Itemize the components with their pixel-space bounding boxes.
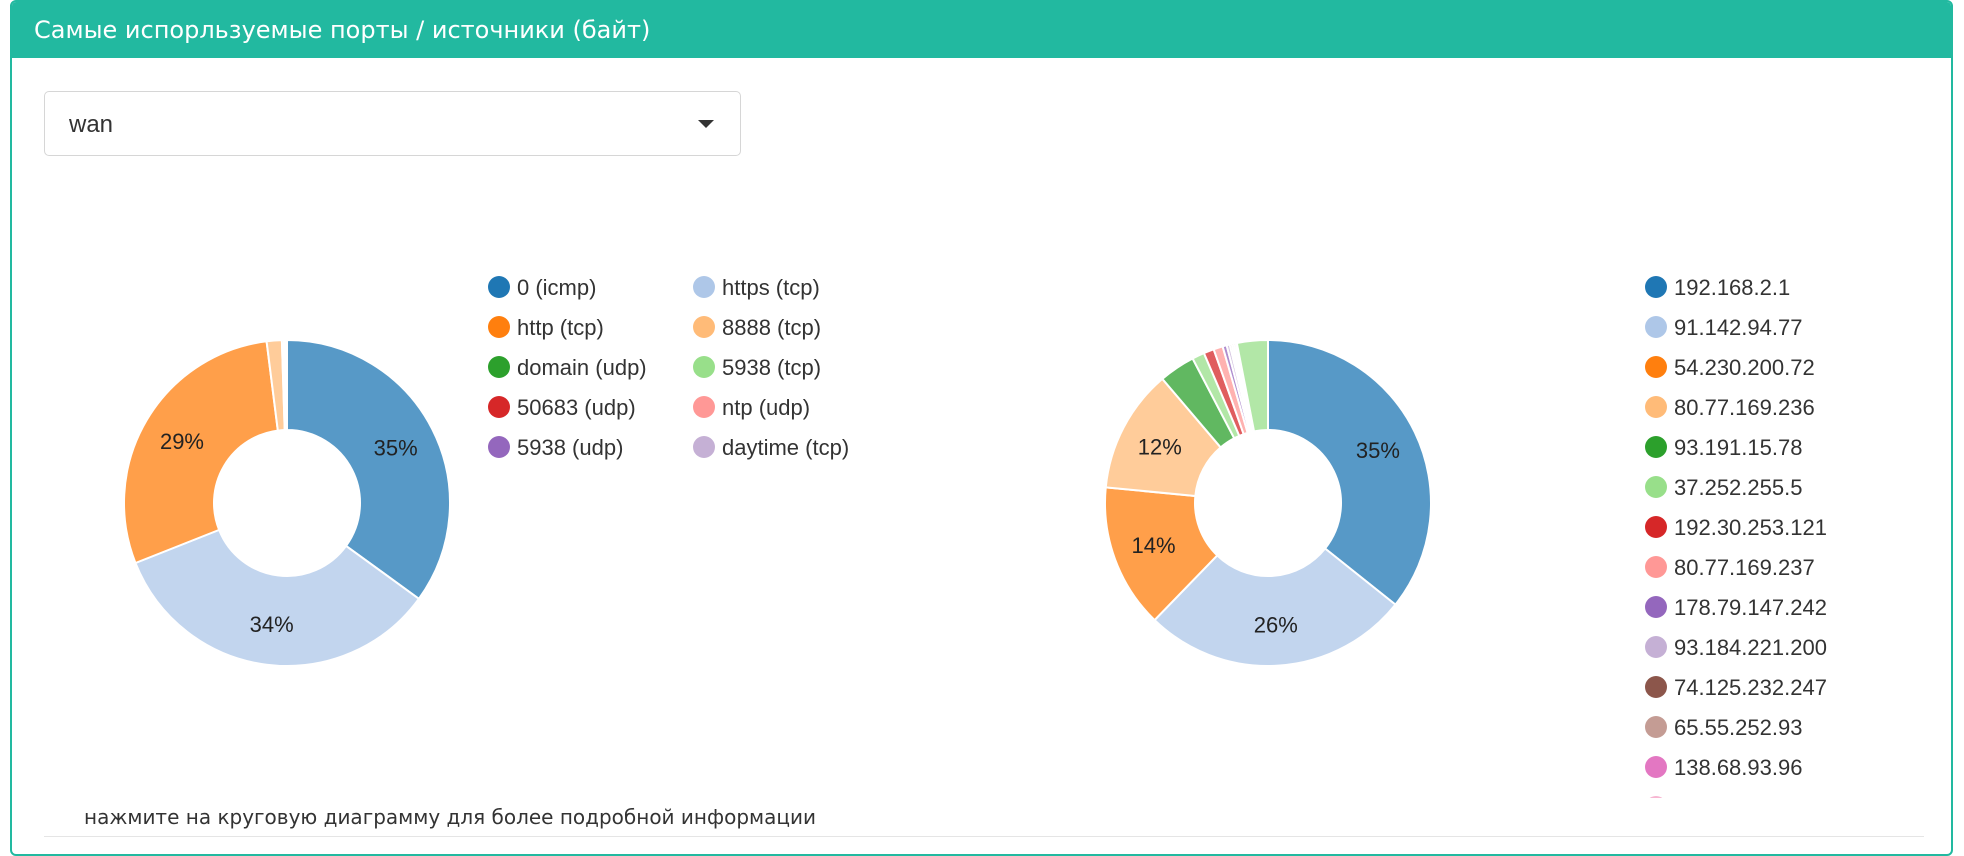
slice-label-sources-3: 12% <box>1138 435 1182 460</box>
legend-swatch <box>693 316 715 338</box>
legend-item[interactable]: 5938 (tcp) <box>693 355 821 380</box>
legend-item[interactable]: daytime (tcp) <box>693 435 849 460</box>
legend-swatch <box>693 276 715 298</box>
footer-divider <box>44 836 1924 837</box>
legend-label: https (tcp) <box>722 275 820 300</box>
legend-label: 65.55.252.93 <box>1674 715 1802 740</box>
legend-swatch <box>488 276 510 298</box>
legend-label: 8888 (tcp) <box>722 315 821 340</box>
legend-label: ntp (udp) <box>722 395 810 420</box>
slice-label-sources-1: 26% <box>1254 613 1298 638</box>
slice-label-sources-0: 35% <box>1356 438 1400 463</box>
legend-swatch <box>693 436 715 458</box>
legend-item[interactable]: domain (udp) <box>488 355 647 380</box>
caret-down-icon[interactable] <box>698 120 714 128</box>
slice-sources-1[interactable] <box>1153 547 1397 668</box>
legend-label: 178.79.147.242 <box>1674 595 1827 620</box>
legend-item[interactable]: 138.68.93.96 <box>1645 755 1802 780</box>
legend-swatch <box>1645 556 1667 578</box>
legend-label: 192.30.253.121 <box>1674 515 1827 540</box>
legend-label: 5938 (udp) <box>517 435 623 460</box>
donut-chart-sources[interactable]: 35% 26% 14% 12% <box>1104 338 1432 668</box>
slice-ports-0[interactable] <box>286 338 451 601</box>
panel-title: Самые испорльзуемые порты / источники (б… <box>34 16 651 44</box>
legend-item[interactable]: 80.77.169.236 <box>1645 395 1815 420</box>
legend-swatch <box>1645 756 1667 778</box>
legend-swatch <box>488 356 510 378</box>
legend-swatch <box>1645 716 1667 738</box>
legend-swatch <box>693 356 715 378</box>
legend-item[interactable] <box>1645 796 1667 818</box>
legend-label: domain (udp) <box>517 355 647 380</box>
slice-sources-14[interactable] <box>1235 338 1269 433</box>
legend-swatch <box>693 396 715 418</box>
legend-label: 138.68.93.96 <box>1674 755 1802 780</box>
legend-item[interactable]: 50683 (udp) <box>488 395 636 420</box>
legend-item[interactable]: http (tcp) <box>488 315 604 340</box>
legend-swatch <box>488 316 510 338</box>
legend-swatch <box>1645 476 1667 498</box>
legend-item[interactable]: 5938 (udp) <box>488 435 623 460</box>
slice-sources-0[interactable] <box>1267 338 1432 607</box>
legend-item[interactable] <box>1645 836 1667 856</box>
legend-label: 91.142.94.77 <box>1674 315 1802 340</box>
slice-ports-1[interactable] <box>134 528 421 667</box>
legend-item[interactable]: 178.79.147.242 <box>1645 595 1827 620</box>
interface-select-value: wan <box>69 111 114 138</box>
legend-item[interactable]: 74.125.232.247 <box>1645 675 1827 700</box>
legend-swatch <box>1645 636 1667 658</box>
legend-label: 5938 (tcp) <box>722 355 821 380</box>
legend-swatch <box>1645 516 1667 538</box>
legend-ports: 0 (icmp) https (tcp) http (tcp) 8888 (tcp) d… <box>488 275 849 460</box>
legend-label: 50683 (udp) <box>517 395 636 420</box>
legend-label: 0 (icmp) <box>517 275 596 300</box>
interface-select[interactable]: wan <box>44 91 741 156</box>
legend-swatch <box>1645 596 1667 618</box>
legend-swatch <box>1645 836 1667 856</box>
chart-hint: нажмите на круговую диаграмму для более … <box>84 805 816 829</box>
legend-swatch <box>488 436 510 458</box>
legend-label: 54.230.200.72 <box>1674 355 1815 380</box>
legend-label: 80.77.169.236 <box>1674 395 1815 420</box>
legend-label: 192.168.2.1 <box>1674 275 1790 300</box>
legend-label: 37.252.255.5 <box>1674 475 1802 500</box>
legend-item[interactable]: 192.168.2.1 <box>1645 275 1790 300</box>
legend-item[interactable]: 80.77.169.237 <box>1645 555 1815 580</box>
legend-label: 93.191.15.78 <box>1674 435 1802 460</box>
legend-item[interactable]: 0 (icmp) <box>488 275 596 300</box>
legend-label: 74.125.232.247 <box>1674 675 1827 700</box>
legend-item[interactable]: 93.191.15.78 <box>1645 435 1802 460</box>
legend-swatch <box>488 396 510 418</box>
legend-swatch <box>1645 436 1667 458</box>
legend-label: http (tcp) <box>517 315 604 340</box>
legend-label: daytime (tcp) <box>722 435 849 460</box>
legend-item[interactable]: 192.30.253.121 <box>1645 515 1827 540</box>
slice-label-ports-0: 35% <box>374 436 418 461</box>
legend-swatch <box>1645 276 1667 298</box>
legend-label: 93.184.221.200 <box>1674 635 1827 660</box>
slice-ports-2[interactable] <box>123 340 279 565</box>
legend-swatch <box>1645 316 1667 338</box>
donut-chart-ports[interactable]: 35% 34% 29% <box>123 338 451 667</box>
legend-item[interactable]: 54.230.200.72 <box>1645 355 1815 380</box>
legend-item[interactable]: 37.252.255.5 <box>1645 475 1802 500</box>
legend-swatch <box>1645 356 1667 378</box>
legend-swatch <box>1645 676 1667 698</box>
legend-swatch <box>1645 396 1667 418</box>
legend-item[interactable]: https (tcp) <box>693 275 820 300</box>
legend-item[interactable]: 8888 (tcp) <box>693 315 821 340</box>
slice-label-ports-1: 34% <box>250 612 294 637</box>
legend-item[interactable]: ntp (udp) <box>693 395 810 420</box>
panel-header: Самые испорльзуемые порты / источники (б… <box>12 2 1951 58</box>
legend-item[interactable]: 91.142.94.77 <box>1645 315 1802 340</box>
slice-label-ports-2: 29% <box>160 429 204 454</box>
legend-sources: 192.168.2.1 91.142.94.77 54.230.200.72 80.7… <box>1645 275 1827 856</box>
legend-item[interactable]: 93.184.221.200 <box>1645 635 1827 660</box>
legend-swatch <box>1649 796 1663 798</box>
legend-label: 80.77.169.237 <box>1674 555 1815 580</box>
legend-item[interactable]: 65.55.252.93 <box>1645 715 1802 740</box>
slice-label-sources-2: 14% <box>1131 533 1175 558</box>
